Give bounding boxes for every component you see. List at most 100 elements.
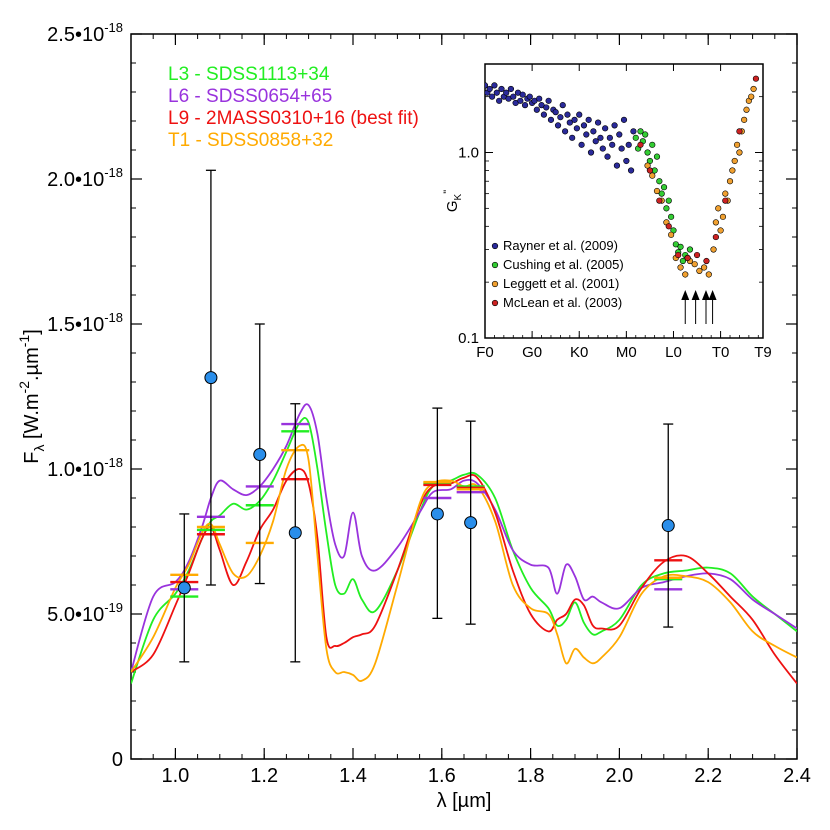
photometry-point [253,448,267,461]
inset-point-0 [493,89,500,96]
x-tick-label: 1.0 [161,765,189,787]
x-tick-label: 2.2 [694,765,722,787]
inset-point-2 [705,271,712,278]
inset-y-tick-label: 0.1 [458,330,479,347]
inset-point-0 [498,85,505,93]
inset-point-2 [644,162,651,169]
inset-point-2 [649,172,656,179]
inset-point-0 [609,141,616,148]
inset-point-2 [677,264,684,271]
inset-legend-marker [491,242,499,250]
inset-point-0 [630,128,637,135]
inset-point-0 [627,167,635,174]
legend-entry: T1 - SDSS0858+32 [168,130,333,151]
x-tick-label: 2.4 [783,765,811,787]
inset-point-0 [625,141,632,148]
inset-point-0 [576,111,583,118]
inset-point-0 [557,114,564,121]
photometry-point [464,516,478,530]
series-line-3 [131,443,797,682]
inset-point-2 [748,93,755,100]
inset-point-0 [564,111,571,118]
inset-point-3 [637,141,644,148]
inset-point-0 [543,104,550,111]
inset-point-3 [656,197,663,204]
inset-legend-entry: Leggett et al. (2001) [503,276,619,291]
inset-point-0 [587,149,595,156]
inset-point-1 [658,190,665,197]
inset-point-0 [540,111,547,118]
photometry-point [430,507,444,521]
inset-legend-entry: McLean et al. (2003) [503,295,622,310]
inset-point-0 [580,122,588,129]
inset-point-3 [675,251,682,259]
inset-point-1 [686,246,694,253]
main-plot: 1.0 1.2 1.4 1.6 1.8 2.0 2.2 2.4 0 5.0•10-19 1.0•10… [16,20,811,812]
inset-point-2 [733,141,741,148]
inset-point-0 [571,116,578,123]
inset-point-0 [510,93,517,100]
inset-point-0 [485,82,489,89]
inset-point-0 [573,125,580,132]
series-line-0 [131,417,797,684]
inset-point-1 [642,131,649,138]
inset-point-2 [653,187,661,195]
photometry-point [204,371,218,385]
inset-point-2 [701,264,708,271]
inset-point-0 [488,93,496,100]
x-tick-label: 2.0 [605,765,633,787]
inset-point-0 [536,95,543,102]
inset-x-tick-label: T0 [712,344,730,361]
y-tick-label: 2.5•10-18 [47,20,123,46]
photometry-point [177,581,191,595]
inset-legend-marker [491,299,499,307]
photometry-point [288,526,302,540]
inset-point-0 [599,145,606,152]
photometry-point [661,519,675,533]
inset-x-tick-label: G0 [522,344,542,361]
legend-entry: L6 - SDSS0654+65 [168,86,332,107]
inset-point-2 [750,85,757,93]
inset-point-2 [696,267,703,275]
x-tick-label: 1.2 [250,765,278,787]
inset-point-1 [668,213,675,220]
inset-point-0 [503,89,510,96]
inset-point-0 [545,97,552,104]
x-tick-label: 1.8 [517,765,545,787]
y-tick-label: 1.0•10-18 [47,455,123,481]
inset-point-0 [533,106,540,113]
inset-y-tick-label: 1.0 [458,145,479,162]
inset-point-3 [736,128,743,135]
inset-point-1 [653,153,661,160]
inset-point-1 [679,257,686,265]
inset-point-0 [613,162,621,169]
inset-point-0 [602,125,609,132]
inset-point-0 [554,122,562,129]
arrow-head-icon [691,290,700,300]
inset-point-0 [623,157,630,165]
inset-point-0 [569,134,576,141]
inset-y-axis-title: GK" [442,190,464,212]
inset-legend-entry: Rayner et al. (2009) [503,238,618,253]
inset-point-0 [618,145,625,152]
inset-point-1 [637,128,644,135]
inset-point-1 [663,205,670,212]
inset-point-3 [665,223,672,230]
inset-point-2 [731,157,738,165]
inset-point-1 [677,243,684,250]
inset-point-0 [519,91,526,98]
inset-point-2 [741,116,748,123]
inset-point-0 [562,128,569,135]
inset-x-tick-label: L0 [665,344,682,361]
inset-point-2 [736,149,743,156]
inset-point-2 [668,231,675,238]
inset-point-0 [583,131,590,138]
inset-point-2 [717,227,724,234]
inset-point-2 [712,219,719,226]
inset-point-1 [672,241,679,248]
y-axis-title: Fλ [W.m-2.µm-1] [16,329,47,464]
inset-point-1 [649,141,656,148]
inset-legend-marker [491,261,499,269]
inset-point-2 [691,261,698,268]
